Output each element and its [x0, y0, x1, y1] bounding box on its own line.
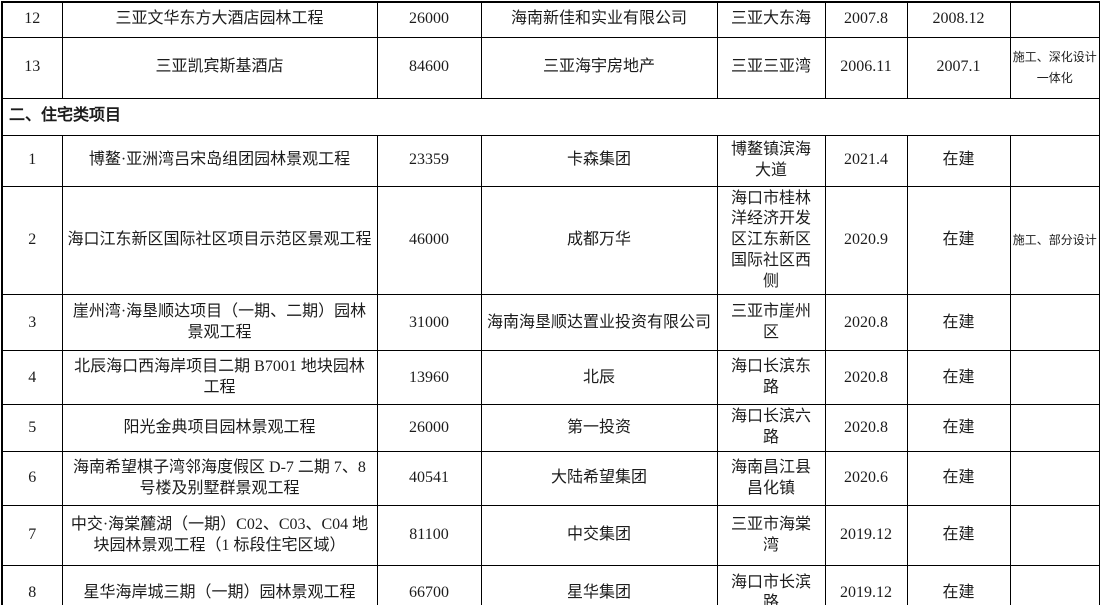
- cell-row-number: 4: [1, 350, 63, 406]
- cell-location: 三亚大东海: [716, 1, 826, 38]
- cell-status: 在建: [906, 451, 1011, 507]
- cell-note: 施工、部分设计: [1009, 185, 1100, 296]
- cell-start-date: 2020.8: [824, 350, 908, 406]
- cell-row-number: 5: [1, 404, 63, 453]
- cell-area: 66700: [376, 565, 482, 605]
- cell-status: 在建: [906, 294, 1011, 352]
- cell-area: 26000: [376, 404, 482, 453]
- cell-start-date: 2020.6: [824, 451, 908, 507]
- cell-area: 84600: [376, 36, 482, 99]
- cell-client: 海南新佳和实业有限公司: [480, 1, 718, 38]
- cell-location: 海口市长滨路: [716, 565, 826, 605]
- cell-status: 在建: [906, 565, 1011, 605]
- cell-project-name: 阳光金典项目园林景观工程: [61, 404, 378, 453]
- cell-start-date: 2020.8: [824, 404, 908, 453]
- cell-project-name: 崖州湾·海垦顺达项目（一期、二期）园林景观工程: [61, 294, 378, 352]
- cell-project-name: 北辰海口西海岸项目二期 B7001 地块园林工程: [61, 350, 378, 406]
- cell-project-name: 三亚凯宾斯基酒店: [61, 36, 378, 99]
- cell-row-number: 6: [1, 451, 63, 507]
- cell-status: 2007.1: [906, 36, 1011, 99]
- cell-client: 第一投资: [480, 404, 718, 453]
- cell-client: 北辰: [480, 350, 718, 406]
- cell-start-date: 2007.8: [824, 1, 908, 38]
- cell-client: 卡森集团: [480, 134, 718, 187]
- table-row: 3 崖州湾·海垦顺达项目（一期、二期）园林景观工程 31000 海南海垦顺达置业投资有…: [1, 294, 1100, 352]
- cell-note: 施工、深化设计一体化: [1009, 36, 1100, 99]
- table-row: 7 中交·海棠麓湖（一期）C02、C03、C04 地块园林景观工程（1 标段住宅区…: [1, 505, 1100, 567]
- cell-row-number: 8: [1, 565, 63, 605]
- cell-row-number: 3: [1, 294, 63, 352]
- table-row: 1 博鳌·亚洲湾吕宋岛组团园林景观工程 23359 卡森集团 博鳌镇滨海大道 2021.4…: [1, 134, 1100, 187]
- cell-project-name: 博鳌·亚洲湾吕宋岛组团园林景观工程: [61, 134, 378, 187]
- cell-status: 在建: [906, 185, 1011, 296]
- cell-note: [1009, 350, 1100, 406]
- table-row: 4 北辰海口西海岸项目二期 B7001 地块园林工程 13960 北辰 海口长滨东路 20…: [1, 350, 1100, 406]
- cell-status: 2008.12: [906, 1, 1011, 38]
- cell-status: 在建: [906, 350, 1011, 406]
- table-row: 8 星华海岸城三期（一期）园林景观工程 66700 星华集团 海口市长滨路 2019.12…: [1, 565, 1100, 605]
- cell-project-name: 海南希望棋子湾邻海度假区 D-7 二期 7、8 号楼及别墅群景观工程: [61, 451, 378, 507]
- cell-location: 海口长滨六路: [716, 404, 826, 453]
- cell-note: [1009, 451, 1100, 507]
- cell-area: 23359: [376, 134, 482, 187]
- cell-client: 成都万华: [480, 185, 718, 296]
- cell-start-date: 2019.12: [824, 565, 908, 605]
- cell-area: 26000: [376, 1, 482, 38]
- cell-client: 三亚海宇房地产: [480, 36, 718, 99]
- cell-status: 在建: [906, 505, 1011, 567]
- cell-start-date: 2006.11: [824, 36, 908, 99]
- cell-note: [1009, 565, 1100, 605]
- cell-location: 三亚三亚湾: [716, 36, 826, 99]
- cell-area: 13960: [376, 350, 482, 406]
- cell-status: 在建: [906, 134, 1011, 187]
- cell-row-number: 2: [1, 185, 63, 296]
- cell-location: 三亚市海棠湾: [716, 505, 826, 567]
- cell-note: [1009, 404, 1100, 453]
- cell-start-date: 2020.9: [824, 185, 908, 296]
- cell-location: 三亚市崖州区: [716, 294, 826, 352]
- cell-location: 海口长滨东路: [716, 350, 826, 406]
- cell-row-number: 13: [1, 36, 63, 99]
- cell-note: [1009, 294, 1100, 352]
- cell-project-name: 海口江东新区国际社区项目示范区景观工程: [61, 185, 378, 296]
- cell-row-number: 7: [1, 505, 63, 567]
- cell-note: [1009, 134, 1100, 187]
- cell-client: 星华集团: [480, 565, 718, 605]
- table-row: 2 海口江东新区国际社区项目示范区景观工程 46000 成都万华 海口市桂林洋经济开发区…: [1, 185, 1100, 296]
- cell-area: 46000: [376, 185, 482, 296]
- cell-row-number: 1: [1, 134, 63, 187]
- section-heading: 二、住宅类项目: [1, 97, 1100, 136]
- cell-client: 大陆希望集团: [480, 451, 718, 507]
- cell-status: 在建: [906, 404, 1011, 453]
- cell-area: 31000: [376, 294, 482, 352]
- cell-row-number: 12: [1, 1, 63, 38]
- table-row: 13 三亚凯宾斯基酒店 84600 三亚海宇房地产 三亚三亚湾 2006.11 2007.1…: [1, 36, 1100, 99]
- table-row: 5 阳光金典项目园林景观工程 26000 第一投资 海口长滨六路 2020.8 在建: [1, 404, 1100, 453]
- cell-note: [1009, 1, 1100, 38]
- cell-client: 海南海垦顺达置业投资有限公司: [480, 294, 718, 352]
- cell-area: 81100: [376, 505, 482, 567]
- cell-project-name: 星华海岸城三期（一期）园林景观工程: [61, 565, 378, 605]
- table-row: 12 三亚文华东方大酒店园林工程 26000 海南新佳和实业有限公司 三亚大东海 2007…: [1, 1, 1100, 38]
- cell-location: 海南昌江县昌化镇: [716, 451, 826, 507]
- cell-project-name: 三亚文华东方大酒店园林工程: [61, 1, 378, 38]
- cell-location: 海口市桂林洋经济开发区江东新区国际社区西侧: [716, 185, 826, 296]
- section-heading-row: 二、住宅类项目: [1, 97, 1100, 136]
- table-row: 6 海南希望棋子湾邻海度假区 D-7 二期 7、8 号楼及别墅群景观工程 40541…: [1, 451, 1100, 507]
- cell-client: 中交集团: [480, 505, 718, 567]
- cell-start-date: 2021.4: [824, 134, 908, 187]
- cell-project-name: 中交·海棠麓湖（一期）C02、C03、C04 地块园林景观工程（1 标段住宅区域…: [61, 505, 378, 567]
- cell-note: [1009, 505, 1100, 567]
- cell-location: 博鳌镇滨海大道: [716, 134, 826, 187]
- cell-start-date: 2019.12: [824, 505, 908, 567]
- cell-area: 40541: [376, 451, 482, 507]
- cell-start-date: 2020.8: [824, 294, 908, 352]
